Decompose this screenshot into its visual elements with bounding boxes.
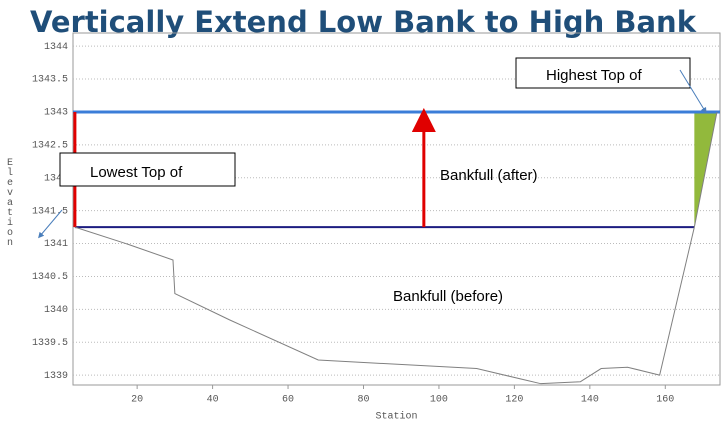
y-tick-label: 1339.5: [32, 338, 68, 349]
annotation: Bankfull (after): [440, 167, 538, 184]
y-tick-label: 1342.5: [32, 140, 68, 151]
x-axis-label: Station: [375, 411, 417, 423]
x-tick-label: 20: [131, 395, 143, 406]
chart-title: Vertically Extend Low Bank to High Bank: [30, 5, 697, 39]
plot-frame: [72, 32, 721, 386]
y-tick-label: 1341: [44, 239, 68, 250]
x-tick-label: 60: [282, 395, 294, 406]
y-tick-label: 1340: [44, 305, 68, 316]
y-tick-label: 1340.5: [32, 272, 68, 283]
x-tick-label: 80: [357, 395, 369, 406]
x-tick-label: 100: [430, 395, 448, 406]
x-tick-label: 120: [505, 395, 523, 406]
annotation-arrow: [679, 69, 707, 114]
x-tick-label: 160: [656, 395, 674, 406]
annotation: Highest Top of: [546, 67, 642, 84]
annotation: Bankfull (before): [393, 288, 503, 305]
x-tick-label: 40: [207, 395, 219, 406]
y-tick-label: 1343: [44, 108, 68, 119]
annotation-box: [515, 57, 691, 89]
y-tick-label: 1339: [44, 371, 68, 382]
y-tick-label: 1344: [44, 42, 68, 53]
annotation: Lowest Top of: [90, 164, 183, 181]
y-tick-label: 1341.5: [32, 206, 68, 217]
annotation-box: [59, 152, 236, 187]
x-tick-label: 140: [581, 395, 599, 406]
y-tick-label: 1343.5: [32, 75, 68, 86]
annotation-arrow: [38, 209, 63, 239]
ground-line: [74, 111, 718, 385]
y-tick-label: 1342: [44, 173, 68, 184]
